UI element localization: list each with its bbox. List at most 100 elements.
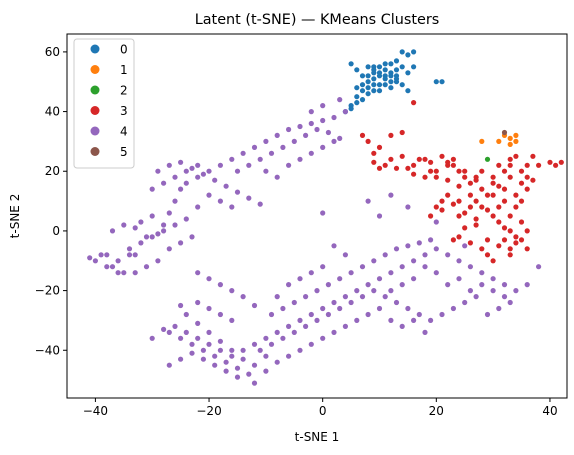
cluster-4-point	[320, 117, 326, 124]
cluster-4-point	[251, 341, 258, 347]
cluster-4-point	[365, 198, 371, 204]
cluster-3-point	[518, 237, 525, 243]
cluster-3-point	[507, 246, 513, 252]
cluster-0-point	[382, 82, 388, 88]
cluster-4-point	[257, 156, 263, 162]
cluster-4-point	[98, 252, 104, 258]
cluster-4-point	[268, 341, 275, 347]
cluster-3-point	[553, 162, 559, 168]
cluster-0-point	[365, 85, 371, 91]
cluster-3-point	[456, 168, 462, 174]
cluster-0-point	[439, 79, 445, 85]
cluster-4-point	[183, 329, 189, 335]
cluster-4-point	[161, 222, 167, 228]
cluster-4-point	[280, 144, 286, 150]
cluster-4-point	[484, 311, 491, 318]
cluster-3-point	[439, 207, 445, 213]
cluster-4-point	[138, 219, 144, 225]
cluster-3-point	[411, 171, 417, 177]
cluster-1-point	[507, 135, 513, 141]
cluster-3-point	[428, 213, 434, 219]
cluster-4-point	[467, 288, 473, 294]
cluster-3-point	[445, 192, 451, 198]
cluster-4-point	[217, 311, 223, 318]
cluster-4-point	[342, 252, 348, 258]
cluster-4-point	[359, 264, 366, 270]
cluster-4-point	[229, 353, 235, 359]
cluster-3-point	[462, 225, 468, 231]
cluster-3-point	[422, 174, 428, 180]
cluster-4-point	[234, 365, 241, 371]
cluster-4-point	[229, 156, 235, 162]
legend-label-1: 1	[120, 63, 128, 77]
cluster-4-point	[178, 159, 184, 165]
cluster-4-point	[303, 132, 309, 138]
cluster-4-point	[331, 243, 337, 249]
cluster-3-point	[405, 165, 411, 171]
cluster-3-point	[524, 186, 530, 192]
cluster-4-point	[172, 323, 178, 329]
cluster-4-point	[411, 258, 417, 264]
cluster-4-point	[246, 371, 252, 377]
cluster-3-point	[433, 204, 439, 210]
cluster-1-point	[479, 138, 485, 144]
cluster-4-point	[212, 177, 218, 183]
cluster-4-point	[126, 246, 133, 252]
cluster-4-point	[342, 109, 348, 115]
cluster-4-point	[422, 329, 428, 335]
cluster-3-point	[399, 129, 405, 136]
cluster-3-point	[456, 234, 462, 240]
cluster-3-point	[433, 168, 439, 174]
cluster-4-point	[166, 329, 172, 335]
cluster-4-point	[280, 305, 286, 312]
cluster-4-point	[195, 270, 201, 276]
cluster-0-point	[399, 49, 405, 55]
cluster-4-point	[376, 213, 383, 219]
cluster-4-point	[149, 186, 155, 192]
cluster-0-point	[405, 88, 411, 94]
cluster-3-point	[496, 204, 502, 210]
cluster-4-point	[297, 317, 303, 323]
cluster-3-point	[445, 177, 451, 183]
cluster-3-point	[462, 210, 468, 216]
cluster-3-point	[513, 240, 519, 246]
legend-box	[73, 38, 135, 169]
cluster-0-point	[388, 73, 394, 79]
legend-label-4: 4	[120, 125, 128, 139]
legend: 0 1 2 3 4 5	[73, 38, 135, 169]
cluster-4-point	[263, 138, 269, 144]
cluster-3-point	[536, 162, 542, 168]
cluster-4-point	[337, 305, 343, 312]
cluster-4-point	[354, 317, 360, 323]
cluster-4-point	[246, 162, 252, 168]
cluster-4-point	[251, 380, 258, 386]
cluster-3-point	[467, 192, 473, 198]
cluster-4-point	[325, 311, 331, 318]
cluster-4-point	[422, 264, 428, 270]
cluster-0-point	[348, 106, 354, 112]
y-tick-label: 60	[45, 45, 60, 59]
plot-frame	[66, 33, 568, 399]
cluster-3-point	[450, 156, 456, 162]
cluster-3-point	[518, 168, 525, 174]
cluster-4-point	[223, 368, 229, 374]
cluster-0-point	[365, 73, 371, 79]
cluster-4-point	[251, 144, 258, 150]
cluster-3-point	[513, 204, 519, 210]
cluster-4-point	[87, 255, 93, 261]
cluster-4-point	[314, 288, 320, 294]
cluster-3-point	[513, 192, 519, 198]
cluster-4-point	[143, 234, 150, 240]
cluster-3-point	[376, 165, 383, 171]
cluster-4-point	[405, 204, 411, 210]
cluster-4-point	[308, 150, 314, 156]
points-layer	[87, 49, 564, 386]
x-tick-label: −20	[196, 404, 221, 418]
cluster-4-point	[161, 326, 167, 332]
cluster-3-point	[524, 174, 530, 180]
cluster-4-point	[212, 362, 218, 368]
cluster-4-point	[178, 302, 184, 309]
cluster-4-point	[308, 341, 314, 347]
cluster-4-point	[212, 353, 218, 359]
